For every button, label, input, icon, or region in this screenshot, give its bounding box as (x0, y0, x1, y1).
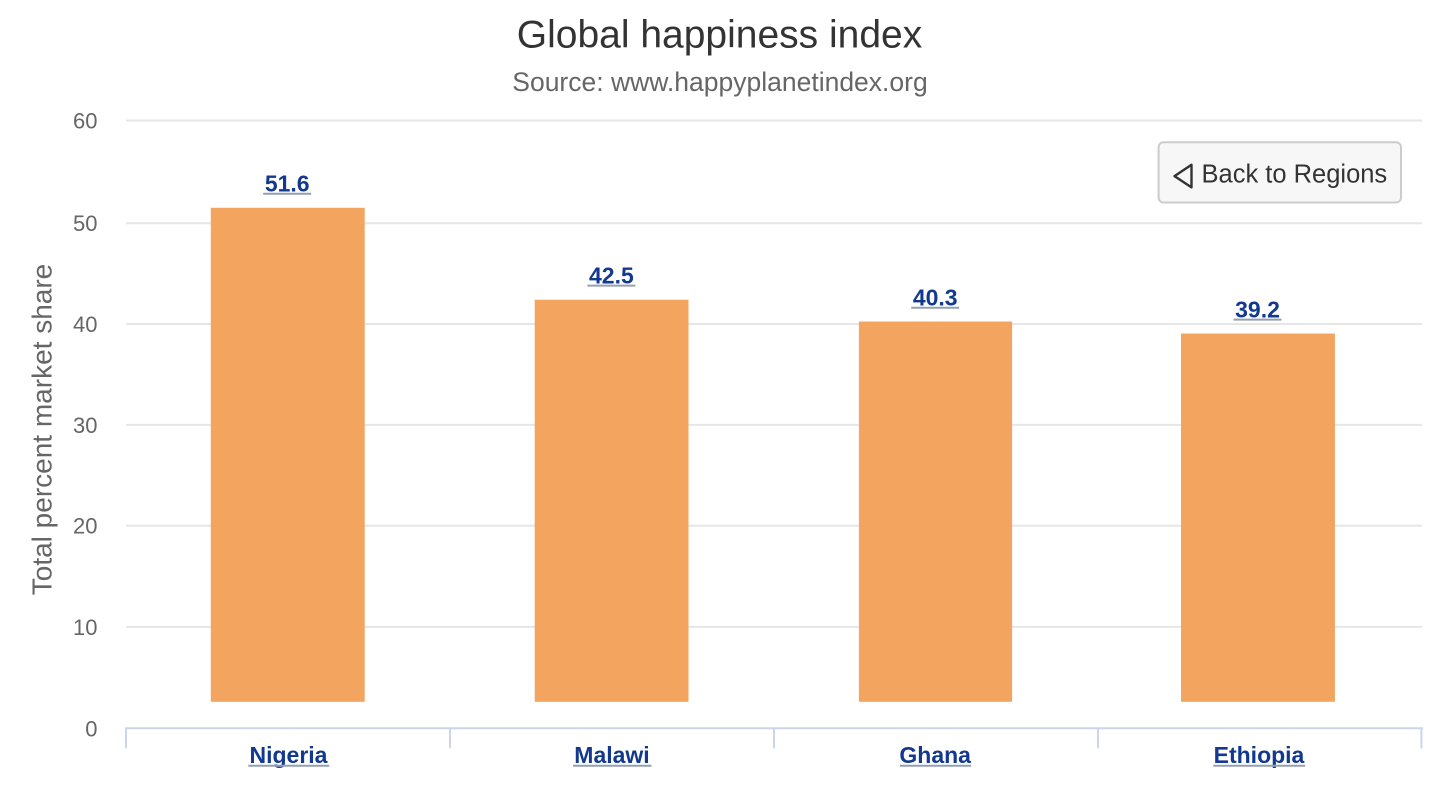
svg-text:30: 30 (73, 413, 97, 438)
svg-text:51.6: 51.6 (265, 171, 310, 197)
svg-text:Back to Regions: Back to Regions (1202, 161, 1388, 189)
svg-text:Global happiness index: Global happiness index (517, 14, 923, 57)
svg-text:60: 60 (73, 109, 97, 134)
svg-text:Total percent market share: Total percent market share (27, 264, 58, 596)
svg-text:Source: www.happyplanetindex.o: Source: www.happyplanetindex.org (512, 67, 927, 97)
svg-text:42.5: 42.5 (589, 262, 634, 288)
svg-text:40: 40 (73, 312, 97, 337)
svg-text:0: 0 (85, 716, 97, 741)
svg-text:20: 20 (73, 514, 97, 539)
svg-text:Ethiopia: Ethiopia (1214, 742, 1305, 768)
svg-text:Nigeria: Nigeria (250, 742, 328, 768)
svg-text:Malawi: Malawi (574, 742, 649, 768)
svg-text:10: 10 (73, 615, 97, 640)
svg-text:Ghana: Ghana (899, 742, 971, 768)
svg-text:50: 50 (73, 211, 97, 236)
svg-text:40.3: 40.3 (913, 285, 958, 311)
svg-text:39.2: 39.2 (1235, 296, 1280, 322)
